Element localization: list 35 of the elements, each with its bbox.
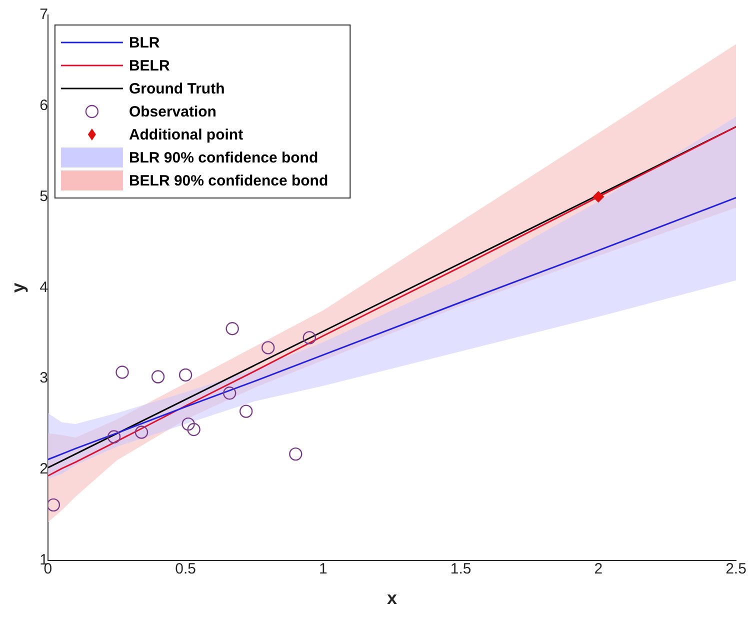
legend-label: Ground Truth [128,80,225,98]
x-tick-label: 2 [594,560,603,578]
point [178,368,192,382]
point [134,426,148,439]
point [48,498,60,512]
point [116,366,129,379]
x-tick-label: 1.5 [450,560,472,578]
y-tick-label: 3 [40,370,48,387]
y-tick-label: 4 [40,278,48,296]
legend-label: BLR 90% confidence bond [128,150,318,167]
y-tick-label: 5 [40,188,48,205]
point [240,404,253,418]
point [151,370,165,384]
y-tick-label: 2 [40,460,48,478]
y-tick-label: 7 [40,6,48,24]
y-axis-title: y [8,282,28,293]
point [187,422,200,436]
x-tick-label: 2.5 [726,560,746,578]
legend-label: Additional point [128,126,244,144]
point [289,447,302,461]
legend-label: BLR [128,34,160,52]
y-tick-label: 6 [40,97,48,114]
point [107,430,121,444]
point [226,322,239,336]
point [302,331,316,344]
point [222,386,236,400]
legend-label: Observation [128,104,216,121]
point [262,341,275,354]
legend-label: BELR 90% confidence bond [128,172,328,190]
x-tick-label: 0.5 [175,560,196,578]
legend-label: BELR [128,58,170,75]
x-axis-title: x [386,588,397,608]
point [592,191,604,202]
x-tick-label: 1 [318,560,328,578]
point [182,417,195,431]
